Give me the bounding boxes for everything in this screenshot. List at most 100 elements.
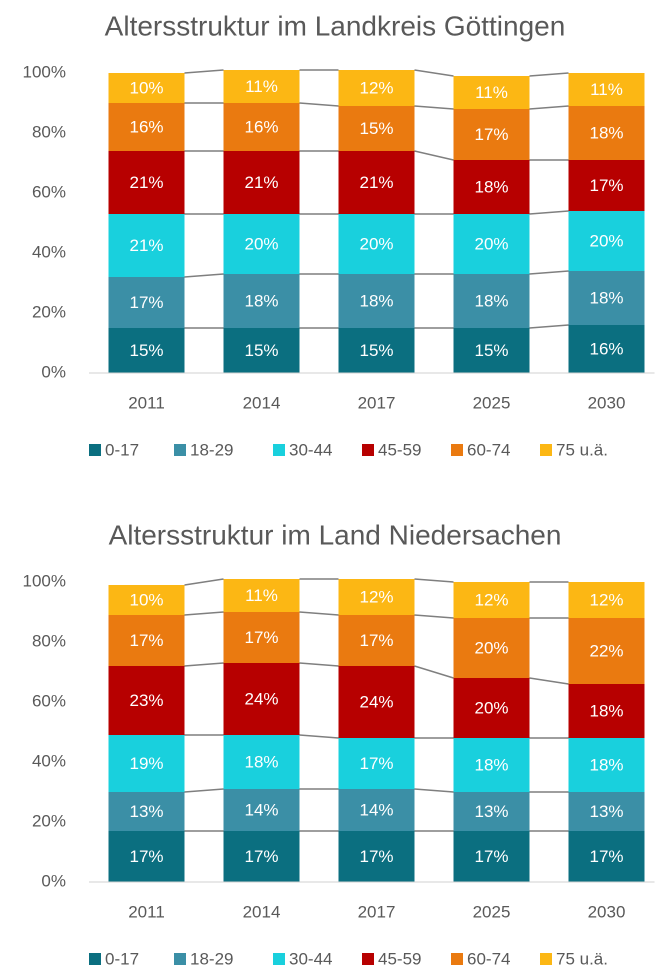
bar-segment [108, 666, 185, 735]
data-label: 15% [129, 341, 163, 360]
bar-segment [568, 792, 645, 831]
bar-segment [108, 73, 185, 103]
series-line [184, 578, 224, 586]
data-label: 16% [129, 117, 163, 136]
bar-segment [108, 585, 185, 615]
data-label: 17% [589, 176, 623, 195]
bar-segment [338, 789, 415, 831]
bar-segment [453, 328, 530, 373]
bar-segment [568, 271, 645, 325]
bar-segment [568, 73, 645, 106]
bar-segment [108, 214, 185, 277]
legend-label: 60-74 [467, 440, 510, 459]
series-line [414, 614, 454, 619]
bar-segment [223, 151, 300, 214]
legend-swatch [362, 953, 374, 965]
bar-segment [568, 618, 645, 684]
legend-swatch [273, 953, 285, 965]
bar-segment [453, 618, 530, 678]
bar-segment [568, 831, 645, 882]
legend-swatch [273, 444, 285, 456]
y-tick-label: 0% [41, 362, 66, 381]
data-label: 15% [244, 341, 278, 360]
data-label: 12% [474, 590, 508, 609]
data-label: 13% [474, 802, 508, 821]
chart-title: Altersstruktur im Land Niedersachen [109, 519, 562, 550]
data-label: 18% [244, 291, 278, 310]
series-line [414, 105, 454, 110]
data-label: 21% [244, 173, 278, 192]
data-label: 14% [244, 800, 278, 819]
data-label: 22% [589, 641, 623, 660]
x-tick-label: 2025 [473, 393, 511, 412]
bar-segment [453, 582, 530, 618]
legend-label: 0-17 [105, 949, 139, 968]
series-line [414, 578, 454, 583]
bar-segment [453, 76, 530, 109]
legend-swatch [451, 444, 463, 456]
bar-segment [223, 103, 300, 151]
bar-segment [108, 277, 185, 328]
legend-swatch [362, 444, 374, 456]
bar-segment [338, 70, 415, 106]
series-line [184, 69, 224, 74]
data-label: 24% [359, 692, 393, 711]
bar-segment [338, 831, 415, 882]
legend-label: 75 u.ä. [556, 440, 608, 459]
series-line [414, 665, 454, 679]
x-tick-label: 2025 [473, 902, 511, 921]
legend-label: 0-17 [105, 440, 139, 459]
bar-segment [338, 106, 415, 151]
legend-label: 30-44 [289, 949, 332, 968]
x-tick-label: 2011 [128, 393, 165, 412]
legend-swatch [89, 444, 101, 456]
bar-segment [223, 328, 300, 373]
data-label: 18% [589, 123, 623, 142]
legend-label: 75 u.ä. [556, 949, 608, 968]
data-label: 20% [474, 698, 508, 717]
bar-segment [108, 792, 185, 831]
data-label: 20% [244, 234, 278, 253]
y-tick-label: 60% [32, 182, 66, 201]
series-line [529, 72, 569, 77]
data-label: 12% [359, 587, 393, 606]
bar-segment [338, 579, 415, 615]
bar-segment [223, 579, 300, 612]
data-label: 20% [474, 638, 508, 657]
data-label: 15% [359, 341, 393, 360]
legend-swatch [540, 444, 552, 456]
data-label: 16% [244, 117, 278, 136]
series-line [414, 788, 454, 793]
series-line [184, 662, 224, 667]
series-line [184, 273, 224, 278]
data-label: 17% [474, 847, 508, 866]
data-label: 10% [129, 78, 163, 97]
data-label: 18% [589, 288, 623, 307]
bar-segment [108, 328, 185, 373]
x-tick-label: 2030 [588, 902, 626, 921]
data-label: 17% [129, 847, 163, 866]
bar-segment [223, 735, 300, 789]
x-tick-label: 2014 [243, 393, 281, 412]
series-line [184, 611, 224, 616]
data-label: 16% [589, 339, 623, 358]
data-label: 17% [129, 631, 163, 650]
data-label: 17% [359, 631, 393, 650]
series-line [184, 788, 224, 793]
series-line [414, 69, 454, 77]
y-tick-label: 80% [32, 631, 66, 650]
data-label: 17% [244, 847, 278, 866]
y-tick-label: 100% [23, 571, 66, 590]
data-label: 15% [359, 119, 393, 138]
bar-segment [568, 738, 645, 792]
legend-swatch [451, 953, 463, 965]
y-tick-label: 40% [32, 751, 66, 770]
data-label: 18% [474, 291, 508, 310]
bar-segment [338, 274, 415, 328]
y-tick-label: 100% [23, 62, 66, 81]
data-label: 13% [129, 802, 163, 821]
legend-label: 18-29 [190, 949, 233, 968]
bar-segment [453, 214, 530, 274]
data-label: 17% [129, 293, 163, 312]
bar-segment [108, 735, 185, 792]
